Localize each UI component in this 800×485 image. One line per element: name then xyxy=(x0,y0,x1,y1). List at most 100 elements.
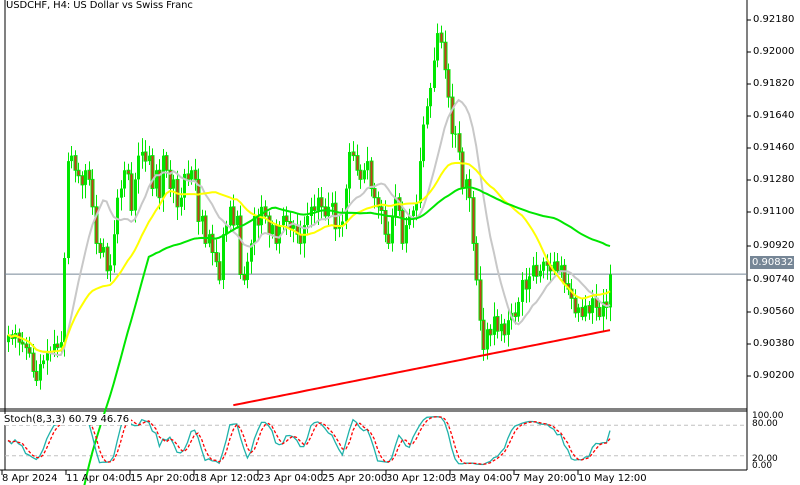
candle-bull xyxy=(292,225,295,229)
time-axis-label: 23 Apr 04:00 xyxy=(258,473,324,484)
candle-bull xyxy=(542,261,545,271)
candle-bull xyxy=(180,197,183,207)
candle-bear xyxy=(20,341,25,345)
candle-bear xyxy=(323,206,328,217)
candle-bear xyxy=(400,209,405,244)
candle-bear xyxy=(129,173,134,211)
candle-bull xyxy=(507,320,510,335)
candle-bull xyxy=(521,279,524,302)
stoch-axis-label: 100.00 xyxy=(752,411,784,421)
candle-bull xyxy=(102,247,105,253)
candle-bull xyxy=(405,225,408,244)
candle-bear xyxy=(27,347,32,354)
candle-bull xyxy=(363,170,366,180)
candle-bull xyxy=(500,323,503,332)
candle-bear xyxy=(284,215,289,222)
candle-bear xyxy=(443,41,448,71)
candle-bull xyxy=(67,161,70,259)
candle-bear xyxy=(98,242,103,254)
candle-bear xyxy=(439,32,444,43)
candle-bull xyxy=(348,151,351,189)
candle-bear xyxy=(214,252,219,263)
candle-bull xyxy=(306,215,309,226)
candle-bull xyxy=(42,360,45,365)
candle-bull xyxy=(84,170,87,185)
candle-bull xyxy=(517,301,520,317)
candle-bull xyxy=(229,206,232,226)
candle-bull xyxy=(183,173,186,198)
candle-bull xyxy=(253,215,256,244)
candle-bull xyxy=(454,133,457,135)
candle-bull xyxy=(433,60,436,88)
candle-bear xyxy=(460,151,465,190)
candle-bear xyxy=(312,206,317,211)
candle-bear xyxy=(358,169,363,180)
candle-bull xyxy=(394,197,397,216)
candle-bear xyxy=(534,264,539,277)
candle-bear xyxy=(319,197,324,208)
candle-bull xyxy=(528,276,531,290)
candle-bear xyxy=(457,133,462,153)
time-axis-label: 8 Apr 2024 xyxy=(2,473,58,484)
candle-bull xyxy=(172,179,175,189)
candle-bear xyxy=(31,352,36,372)
candle-bear xyxy=(502,323,507,336)
price-axis-label: 0.91460 xyxy=(753,142,795,153)
chart-title: USDCHF, H4: US Dollar vs Swiss Franc xyxy=(6,0,193,11)
candle-bull xyxy=(63,258,66,343)
candle-bull xyxy=(412,210,415,216)
candle-bull xyxy=(310,206,313,216)
candle-bull xyxy=(225,225,228,235)
stoch-axis-label: 0.00 xyxy=(752,461,773,471)
candle-bull xyxy=(236,215,239,226)
ma-slow-line xyxy=(83,186,611,485)
price-axis-label: 0.92000 xyxy=(753,46,795,57)
time-axis-label: 18 Apr 12:00 xyxy=(194,473,260,484)
candle-bear xyxy=(383,209,388,235)
candle-bear xyxy=(555,261,560,272)
candle-bear xyxy=(90,178,95,208)
candle-bear xyxy=(231,206,236,226)
candle-bull xyxy=(539,270,542,277)
candle-bull xyxy=(141,151,144,156)
candle-bear xyxy=(471,197,476,244)
candle-bear xyxy=(274,224,279,244)
candle-bull xyxy=(532,265,535,277)
price-axis-label: 0.91640 xyxy=(753,110,795,121)
time-axis-label: 3 May 04:00 xyxy=(450,473,513,484)
candle-bull xyxy=(345,188,348,222)
candle-bull xyxy=(46,353,49,361)
price-axis-label: 0.90740 xyxy=(753,274,795,285)
candle-bear xyxy=(203,215,208,244)
candle-bull xyxy=(271,225,274,235)
candle-bear xyxy=(193,169,198,180)
candle-bear xyxy=(446,69,451,98)
candle-bull xyxy=(134,179,137,211)
price-axis-label: 0.90560 xyxy=(753,306,795,317)
candle-bear xyxy=(478,279,483,321)
candle-bull xyxy=(109,265,112,271)
candle-bull xyxy=(436,33,439,61)
candle-bear xyxy=(379,206,384,211)
candle-bear xyxy=(210,233,215,254)
candle-bear xyxy=(524,279,529,290)
candle-bear xyxy=(597,306,602,318)
candle-bull xyxy=(7,334,10,343)
price-axis-label: 0.91820 xyxy=(753,78,795,89)
candle-bear xyxy=(105,246,110,272)
candle-bull xyxy=(391,215,394,244)
candle-bull xyxy=(419,161,422,204)
candle-bear xyxy=(562,264,567,285)
price-axis-label: 0.90920 xyxy=(753,240,795,251)
candle-bear xyxy=(467,178,472,199)
candle-bear xyxy=(450,96,455,135)
candle-bear xyxy=(580,306,585,318)
candle-bull xyxy=(70,155,73,162)
candle-bull xyxy=(260,206,263,226)
candle-bull xyxy=(39,364,42,381)
candle-bear xyxy=(242,273,247,281)
candle-bear xyxy=(34,370,39,382)
candle-bull xyxy=(591,298,594,313)
candle-bull xyxy=(422,124,425,162)
